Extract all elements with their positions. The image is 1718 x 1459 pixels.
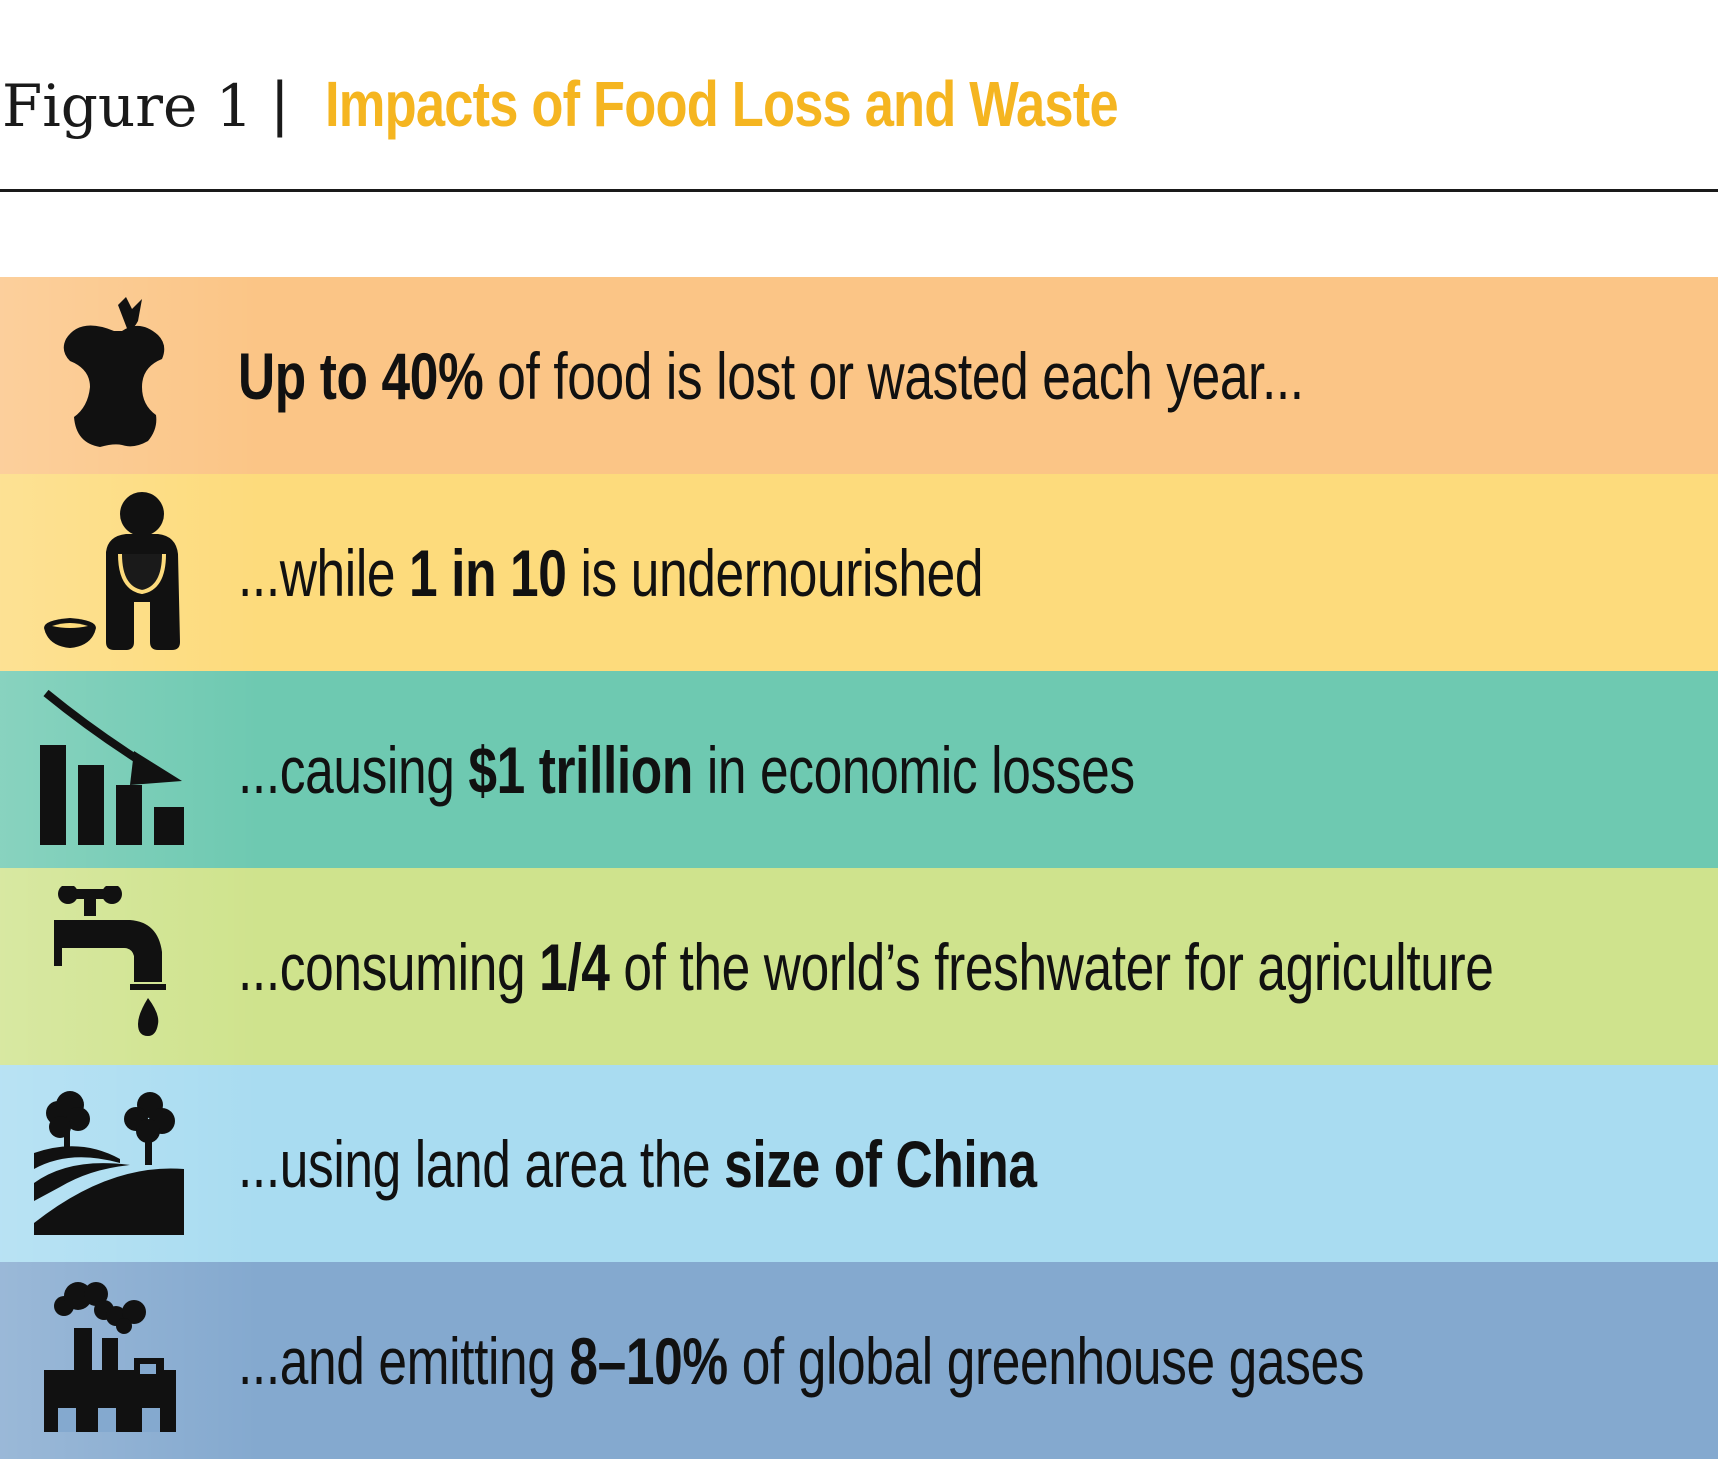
impact-row-land: ...using land area the size of China: [0, 1065, 1718, 1262]
water-tap-icon: [30, 886, 210, 1046]
impact-text-pre: ...and emitting: [238, 1323, 570, 1398]
figure-title: Impacts of Food Loss and Waste: [325, 68, 1119, 140]
impact-text-post: is undernourished: [566, 535, 984, 610]
impact-text-post: of the world’s freshwater for agricultur…: [609, 929, 1494, 1004]
impact-text: ...and emitting 8–10% of global greenhou…: [238, 1262, 1364, 1459]
impact-row-freshwater: ...consuming 1/4 of the world’s freshwat…: [0, 868, 1718, 1065]
impact-text: ...while 1 in 10 is undernourished: [238, 474, 983, 671]
figure-label: Figure 1: [2, 72, 253, 140]
impact-text: ...using land area the size of China: [238, 1065, 1037, 1262]
impact-text: ...consuming 1/4 of the world’s freshwat…: [238, 868, 1494, 1065]
undernourished-person-icon: [30, 492, 210, 652]
impact-row-emissions: ...and emitting 8–10% of global greenhou…: [0, 1262, 1718, 1459]
impact-text-post: of global greenhouse gases: [727, 1323, 1365, 1398]
factory-emissions-icon: [30, 1280, 210, 1440]
figure-header: Figure 1 | Impacts of Food Loss and Wast…: [0, 0, 1718, 190]
impact-stat: 8–10%: [569, 1323, 728, 1398]
impact-text-pre: ...consuming: [238, 929, 540, 1004]
impact-row-undernourished: ...while 1 in 10 is undernourished: [0, 474, 1718, 671]
apple-core-icon: [30, 295, 210, 455]
title-separator: |: [270, 70, 290, 138]
declining-chart-icon: [30, 689, 210, 849]
impact-stat: size of China: [724, 1126, 1037, 1201]
impact-text-post: of food is lost or wasted each year...: [483, 338, 1304, 413]
impact-text-pre: ...using land area the: [238, 1126, 725, 1201]
impact-rows: Up to 40% of food is lost or wasted each…: [0, 277, 1718, 1459]
impact-row-food-loss: Up to 40% of food is lost or wasted each…: [0, 277, 1718, 474]
impact-text-pre: ...causing: [238, 732, 469, 807]
impact-stat: 1 in 10: [409, 535, 567, 610]
impact-stat: Up to 40%: [238, 338, 484, 413]
impact-row-economic: ...causing $1 trillion in economic losse…: [0, 671, 1718, 868]
impact-stat: $1 trillion: [468, 732, 693, 807]
header-rule: [0, 189, 1718, 192]
impact-text-pre: ...while: [238, 535, 410, 610]
land-trees-icon: [30, 1083, 210, 1243]
impact-stat: 1/4: [539, 929, 610, 1004]
impact-text-post: in economic losses: [692, 732, 1135, 807]
impact-text: ...causing $1 trillion in economic losse…: [238, 671, 1135, 868]
impact-text: Up to 40% of food is lost or wasted each…: [238, 277, 1304, 474]
